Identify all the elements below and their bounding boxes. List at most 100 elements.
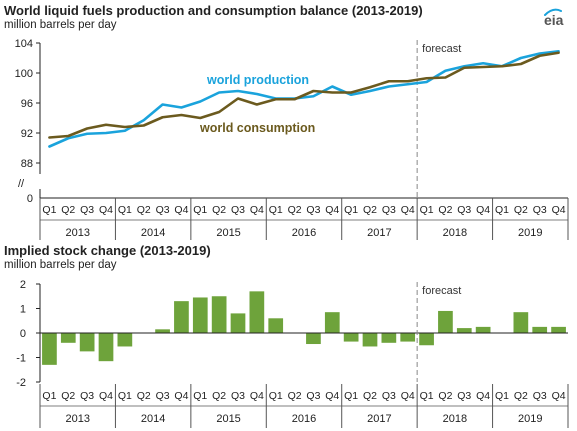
quarter-label: Q3 xyxy=(533,204,547,216)
quarter-label: Q1 xyxy=(193,204,207,216)
quarter-label: Q3 xyxy=(382,204,396,216)
consumption-line xyxy=(48,51,560,139)
quarter-label: Q4 xyxy=(476,204,490,216)
quarter-label: Q3 xyxy=(533,390,547,402)
quarter-label: Q4 xyxy=(325,390,339,402)
production-series-label: world production xyxy=(206,73,309,87)
year-label: 2017 xyxy=(367,413,391,425)
stock-change-bar xyxy=(438,310,453,333)
stock-change-bar xyxy=(192,297,208,333)
quarter-label: Q2 xyxy=(363,390,377,402)
stock-change-bar xyxy=(211,296,227,333)
consumption-series-label: world consumption xyxy=(199,121,315,135)
y-tick-label: 88 xyxy=(21,158,33,170)
y-tick-label: 96 xyxy=(21,98,33,110)
quarter-label: Q1 xyxy=(269,204,283,216)
forecast-label: forecast xyxy=(422,285,461,297)
y-tick-label: -1 xyxy=(16,353,26,365)
quarter-label: Q3 xyxy=(457,204,471,216)
bottom-chart-title: Implied stock change (2013-2019) xyxy=(4,243,211,258)
y-tick-label: 1 xyxy=(20,304,26,316)
stock-change-bar xyxy=(343,333,359,342)
y-tick-label-zero: 0 xyxy=(27,193,33,205)
quarter-label: Q4 xyxy=(250,390,264,402)
stock-change-bar xyxy=(513,312,529,333)
quarter-label: Q2 xyxy=(212,204,226,216)
stock-change-bar xyxy=(324,312,340,333)
quarter-label: Q4 xyxy=(476,390,490,402)
y-tick-label: 0 xyxy=(20,328,26,340)
quarter-label: Q3 xyxy=(306,204,320,216)
stock-change-bar xyxy=(532,326,548,333)
year-label: 2019 xyxy=(518,413,542,425)
stock-change-bar xyxy=(419,333,434,346)
y-tick-label: 100 xyxy=(15,68,33,80)
quarter-label: Q3 xyxy=(80,390,94,402)
y-tick-label: 92 xyxy=(21,128,33,140)
quarter-label: Q4 xyxy=(552,390,566,402)
quarter-label: Q2 xyxy=(363,204,377,216)
quarter-label: Q2 xyxy=(137,390,151,402)
year-label: 2016 xyxy=(292,227,316,239)
quarter-label: Q2 xyxy=(288,204,302,216)
forecast-label: forecast xyxy=(422,43,461,55)
quarter-label: Q1 xyxy=(495,204,509,216)
stock-change-bar xyxy=(249,291,265,333)
quarter-label: Q1 xyxy=(118,204,132,216)
quarter-label: Q4 xyxy=(99,390,113,402)
year-label: 2013 xyxy=(65,227,89,239)
quarter-label: Q1 xyxy=(420,390,434,402)
quarter-label: Q2 xyxy=(137,204,151,216)
stock-change-bar xyxy=(551,326,566,333)
year-label: 2014 xyxy=(141,227,165,239)
stock-change-bar xyxy=(98,333,114,362)
quarter-label: Q1 xyxy=(193,390,207,402)
bottom-chart-unit: million barrels per day xyxy=(4,259,117,271)
stock-change-bar xyxy=(155,329,170,333)
eia-logo-text: eia xyxy=(544,12,564,28)
eia-logo: eia xyxy=(544,8,564,28)
quarter-label: Q3 xyxy=(231,204,245,216)
year-label: 2016 xyxy=(292,413,316,425)
stock-change-bar xyxy=(456,328,472,333)
quarter-label: Q1 xyxy=(344,390,358,402)
quarter-label: Q2 xyxy=(438,390,452,402)
stock-change-bar xyxy=(400,333,416,342)
top-chart-title: World liquid fuels production and consum… xyxy=(4,3,423,18)
stock-change-bar xyxy=(306,333,321,345)
stock-change-bar xyxy=(475,326,491,333)
quarter-label: Q4 xyxy=(250,204,264,216)
axis-break-mark: // xyxy=(18,178,25,190)
stock-change-bar xyxy=(362,333,378,347)
year-label: 2014 xyxy=(141,413,165,425)
quarter-label: Q1 xyxy=(420,204,434,216)
quarter-label: Q1 xyxy=(495,390,509,402)
quarter-label: Q2 xyxy=(288,390,302,402)
quarter-label: Q3 xyxy=(80,204,94,216)
quarter-label: Q4 xyxy=(325,204,339,216)
stock-change-bar xyxy=(117,333,133,347)
quarter-label: Q2 xyxy=(514,390,528,402)
stock-change-bar xyxy=(60,333,76,343)
quarter-label: Q1 xyxy=(269,390,283,402)
quarter-label: Q1 xyxy=(42,204,56,216)
quarter-label: Q3 xyxy=(156,390,170,402)
stock-change-bar xyxy=(230,313,246,333)
quarter-label: Q1 xyxy=(118,390,132,402)
quarter-label: Q3 xyxy=(231,390,245,402)
quarter-label: Q3 xyxy=(382,390,396,402)
stock-change-bar xyxy=(79,333,95,352)
quarter-label: Q4 xyxy=(552,204,566,216)
y-tick-label: -2 xyxy=(16,377,26,389)
top-chart-unit: million barrels per day xyxy=(4,19,117,31)
year-label: 2013 xyxy=(65,413,89,425)
quarter-label: Q2 xyxy=(514,204,528,216)
year-label: 2018 xyxy=(443,227,467,239)
stock-change-bar xyxy=(174,301,189,333)
production-consumption-chart: 104 100 96 92 88 //0 Q1 Q2 Q3 Q4 Q1 Q2 Q3 Q4 Q1 Q2 Q3 Q4 Q… xyxy=(15,38,569,240)
quarter-label: Q4 xyxy=(99,204,113,216)
y-tick-label: 104 xyxy=(15,38,33,50)
quarter-label: Q1 xyxy=(42,390,56,402)
y-tick-label: 2 xyxy=(20,279,26,291)
year-label: 2018 xyxy=(443,413,467,425)
